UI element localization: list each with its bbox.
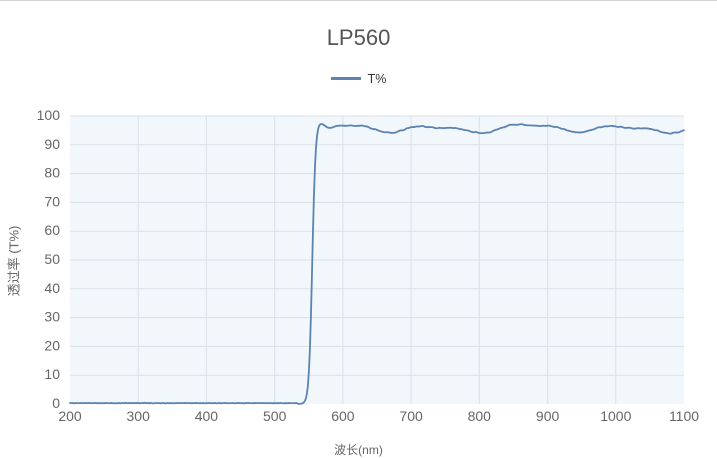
svg-text:900: 900	[536, 408, 560, 424]
svg-text:70: 70	[44, 193, 60, 209]
svg-text:60: 60	[44, 222, 60, 238]
svg-text:90: 90	[44, 136, 60, 152]
svg-text:1000: 1000	[600, 408, 631, 424]
svg-text:600: 600	[331, 408, 355, 424]
svg-text:300: 300	[127, 408, 151, 424]
svg-text:500: 500	[263, 408, 287, 424]
svg-text:50: 50	[44, 251, 60, 267]
svg-text:80: 80	[44, 165, 60, 181]
svg-text:100: 100	[37, 107, 61, 123]
svg-text:700: 700	[399, 408, 423, 424]
svg-text:40: 40	[44, 280, 60, 296]
svg-text:30: 30	[44, 309, 60, 325]
svg-text:0: 0	[52, 395, 60, 411]
svg-text:10: 10	[44, 366, 60, 382]
svg-text:400: 400	[195, 408, 219, 424]
svg-text:200: 200	[58, 408, 82, 424]
svg-text:1100: 1100	[669, 408, 699, 424]
svg-text:800: 800	[468, 408, 492, 424]
svg-text:20: 20	[44, 337, 60, 353]
